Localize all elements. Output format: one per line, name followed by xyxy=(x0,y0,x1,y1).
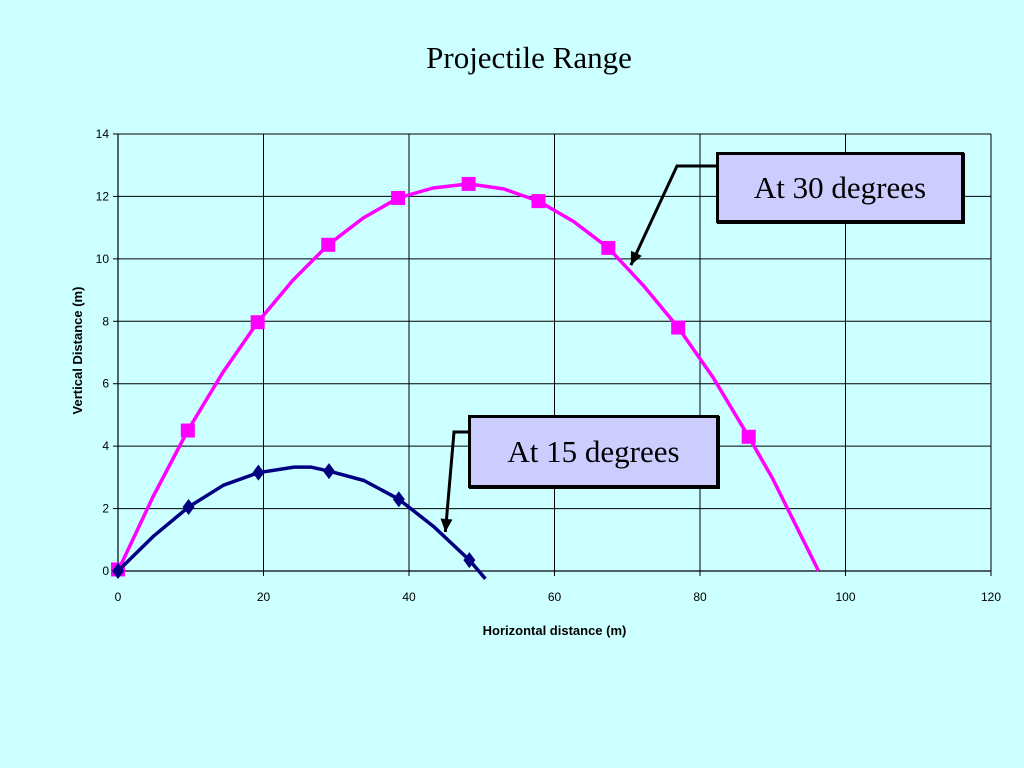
axes: 0 2 4 6 8 10 12 14 0 20 40 60 80 100 120 xyxy=(96,127,1002,604)
x-tick-label-4: 80 xyxy=(693,590,707,604)
series-0-point-8 xyxy=(671,320,686,335)
x-tick-label-5: 100 xyxy=(835,590,855,604)
series-1-point-3 xyxy=(322,463,335,480)
series-0-point-5 xyxy=(461,176,476,191)
y-tick-label-5: 10 xyxy=(96,252,110,266)
arrow-head-0 xyxy=(630,250,642,266)
series-1-point-2 xyxy=(252,464,265,481)
y-tick-label-4: 8 xyxy=(102,314,109,328)
callout-arrows xyxy=(440,164,716,533)
arrow-1 xyxy=(443,430,468,533)
y-axis-label: Vertical Distance (m) xyxy=(70,287,85,415)
chart-title: Projectile Range xyxy=(426,40,632,75)
x-tick-label-0: 0 xyxy=(115,590,122,604)
y-tick-label-2: 4 xyxy=(102,439,109,453)
series-1-point-4 xyxy=(392,491,405,508)
callout-15-text: At 15 degrees xyxy=(507,433,680,469)
series-1-point-1 xyxy=(182,499,195,516)
series-0-point-4 xyxy=(391,190,406,205)
callout-30-degrees: At 30 degrees xyxy=(716,152,964,223)
series-1-point-0 xyxy=(112,563,124,579)
y-tick-label-6: 12 xyxy=(96,189,110,203)
series-0-point-2 xyxy=(250,315,265,330)
series-0-point-1 xyxy=(180,423,195,438)
x-axis-label: Horizontal distance (m) xyxy=(483,623,627,638)
y-tick-label-0: 0 xyxy=(102,564,109,578)
y-tick-label-1: 2 xyxy=(102,502,109,516)
y-tick-label-3: 6 xyxy=(102,377,109,391)
series-0-point-9 xyxy=(741,429,756,444)
arrow-0 xyxy=(629,164,716,266)
series-0-point-7 xyxy=(601,240,616,255)
series-group xyxy=(111,176,821,580)
series-0-point-6 xyxy=(531,194,546,209)
series-1-point-5 xyxy=(463,552,476,569)
x-tick-label-6: 120 xyxy=(981,590,1001,604)
callout-15-degrees: At 15 degrees xyxy=(468,415,719,488)
series-1-line xyxy=(118,465,487,580)
y-tick-label-7: 14 xyxy=(96,127,110,141)
x-tick-label-1: 20 xyxy=(257,590,271,604)
callout-30-text: At 30 degrees xyxy=(753,169,927,205)
x-tick-label-3: 60 xyxy=(548,590,562,604)
series-0-point-3 xyxy=(321,237,336,252)
x-tick-label-2: 40 xyxy=(402,590,416,604)
arrow-head-1 xyxy=(440,518,453,532)
series-0-line xyxy=(118,182,821,572)
